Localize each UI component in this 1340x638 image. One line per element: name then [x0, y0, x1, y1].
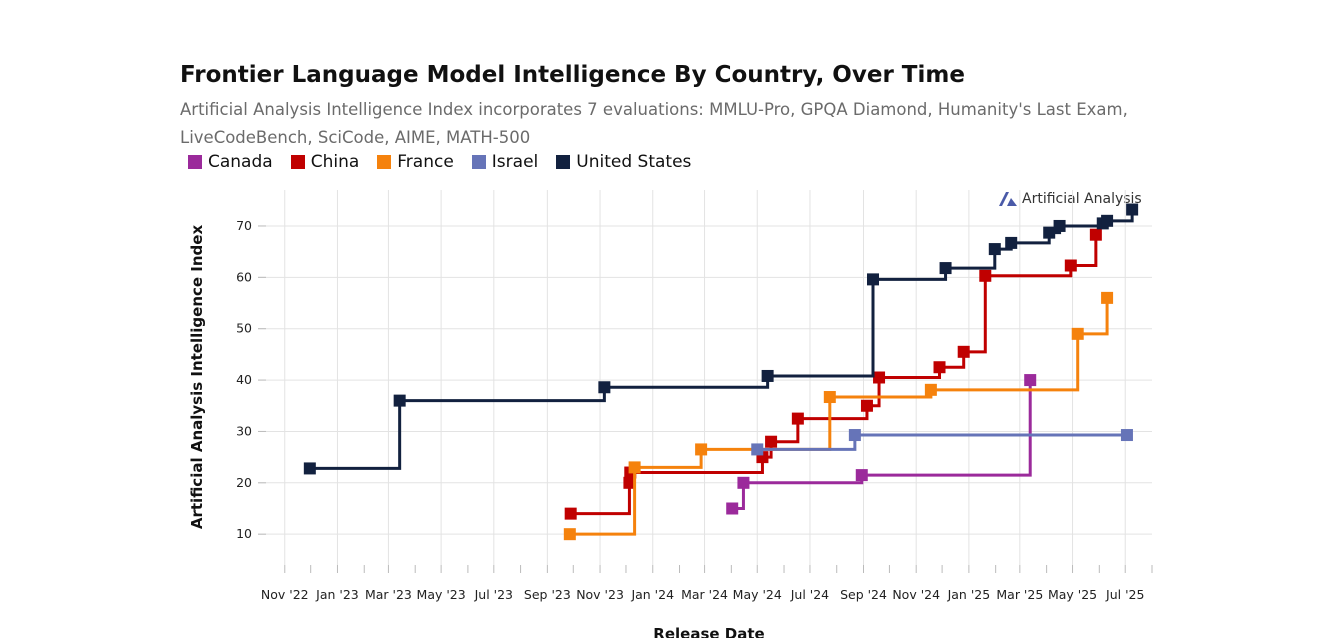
data-point-france[interactable]: [924, 383, 937, 396]
x-tick-label: Nov '24: [892, 587, 940, 602]
x-axis-title: Release Date: [653, 625, 764, 638]
x-tick-label: Jan '25: [947, 587, 991, 602]
x-tick-label: Jul '25: [1105, 587, 1144, 602]
legend-label-france: France: [397, 152, 454, 172]
y-tick-label: 50: [236, 321, 252, 336]
data-point-united-states[interactable]: [598, 381, 611, 394]
data-point-china[interactable]: [564, 507, 577, 520]
data-point-china[interactable]: [933, 361, 946, 374]
y-axis-ticks: 10 20 30 40 50 60 70: [236, 218, 252, 541]
brand-watermark: Artificial Analysis: [998, 191, 1142, 207]
data-point-china[interactable]: [623, 476, 636, 489]
x-tick-label: Jul '24: [790, 587, 829, 602]
data-point-israel[interactable]: [1120, 429, 1133, 442]
x-tick-label: Jan '24: [630, 587, 674, 602]
data-point-united-states[interactable]: [988, 243, 1001, 256]
series-line-china: [570, 234, 1098, 516]
x-tick-label: Mar '24: [681, 587, 728, 602]
y-tick-label: 40: [236, 372, 252, 387]
data-point-china[interactable]: [873, 371, 886, 384]
y-axis-title: Artificial Analysis Intelligence Index: [188, 225, 206, 530]
x-tick-label: Nov '23: [576, 587, 624, 602]
data-point-china[interactable]: [957, 345, 970, 358]
data-point-united-states[interactable]: [1053, 219, 1066, 232]
data-point-israel[interactable]: [848, 429, 861, 442]
x-tick-label: Mar '23: [365, 587, 412, 602]
data-point-canada[interactable]: [726, 502, 739, 515]
x-axis-ticks: Nov '22 Jan '23 Mar '23 May '23 Jul '23 Sep '…: [261, 587, 1145, 602]
data-point-united-states[interactable]: [1126, 203, 1139, 216]
data-point-china[interactable]: [860, 399, 873, 412]
y-tick-label: 60: [236, 269, 252, 284]
data-point-china[interactable]: [1089, 228, 1102, 241]
data-point-france[interactable]: [1101, 291, 1114, 304]
legend-swatch-canada: [188, 155, 202, 169]
legend-label-canada: Canada: [208, 152, 273, 172]
series-line-israel: [757, 433, 1127, 451]
legend-swatch-united-states: [556, 155, 571, 169]
chart-title: Frontier Language Model Intelligence By …: [180, 62, 965, 88]
y-tick-label: 10: [236, 526, 252, 541]
legend-item-israel[interactable]: Israel: [471, 152, 539, 172]
legend: Canada China France Israel United States: [188, 152, 691, 172]
data-point-united-states[interactable]: [1043, 226, 1056, 239]
data-point-china[interactable]: [765, 435, 778, 448]
data-point-china[interactable]: [791, 412, 804, 425]
data-point-france[interactable]: [563, 528, 576, 541]
series-united-states: [303, 203, 1139, 475]
x-tick-label: May '25: [1048, 587, 1097, 602]
data-point-united-states[interactable]: [303, 462, 316, 475]
brand-name: Artificial Analysis: [1022, 191, 1142, 207]
data-point-united-states[interactable]: [393, 394, 406, 407]
data-point-france[interactable]: [628, 461, 641, 474]
series-line-canada: [732, 380, 1032, 510]
data-point-united-states[interactable]: [1101, 214, 1114, 227]
x-tick-label: Sep '24: [840, 587, 887, 602]
legend-swatch-france: [377, 155, 392, 169]
chart-subtitle: Artificial Analysis Intelligence Index i…: [180, 100, 1128, 147]
legend-swatch-china: [290, 155, 305, 169]
x-tick-label: May '23: [417, 587, 466, 602]
x-tick-label: Mar '25: [996, 587, 1043, 602]
legend-swatch-israel: [471, 155, 486, 169]
series-canada: [726, 374, 1037, 515]
data-point-china[interactable]: [979, 269, 992, 282]
x-tick-label: Jul '23: [474, 587, 513, 602]
legend-item-canada[interactable]: Canada: [188, 152, 273, 172]
legend-item-china[interactable]: China: [290, 152, 360, 172]
legend-label-china: China: [310, 152, 360, 172]
x-tick-label: Jan '23: [315, 587, 359, 602]
brand-logo-icon: [999, 192, 1017, 206]
data-point-canada[interactable]: [855, 469, 868, 482]
grid-lines: [258, 190, 1153, 573]
data-point-united-states[interactable]: [1005, 236, 1018, 249]
series-israel: [751, 429, 1133, 456]
x-tick-label: Nov '22: [261, 587, 309, 602]
y-tick-label: 30: [236, 423, 252, 438]
series-france: [563, 291, 1114, 541]
data-point-france[interactable]: [823, 391, 836, 404]
legend-label-israel: Israel: [491, 152, 539, 172]
x-tick-label: May '24: [733, 587, 782, 602]
data-point-china[interactable]: [1064, 259, 1077, 272]
legend-item-united-states[interactable]: United States: [556, 152, 691, 172]
legend-label-united-states: United States: [576, 152, 692, 172]
data-point-united-states[interactable]: [761, 369, 774, 382]
data-point-france[interactable]: [1071, 327, 1084, 340]
y-tick-label: 20: [236, 475, 252, 490]
data-point-france[interactable]: [695, 443, 708, 456]
x-tick-label: Sep '23: [524, 587, 571, 602]
data-point-united-states[interactable]: [939, 262, 952, 275]
data-point-canada[interactable]: [737, 476, 750, 489]
data-point-canada[interactable]: [1024, 374, 1037, 387]
y-tick-label: 70: [236, 218, 252, 233]
data-point-israel[interactable]: [751, 443, 764, 456]
series-group: [303, 203, 1139, 541]
data-point-united-states[interactable]: [867, 273, 880, 286]
series-line-france: [569, 297, 1109, 536]
legend-item-france[interactable]: France: [377, 152, 454, 172]
